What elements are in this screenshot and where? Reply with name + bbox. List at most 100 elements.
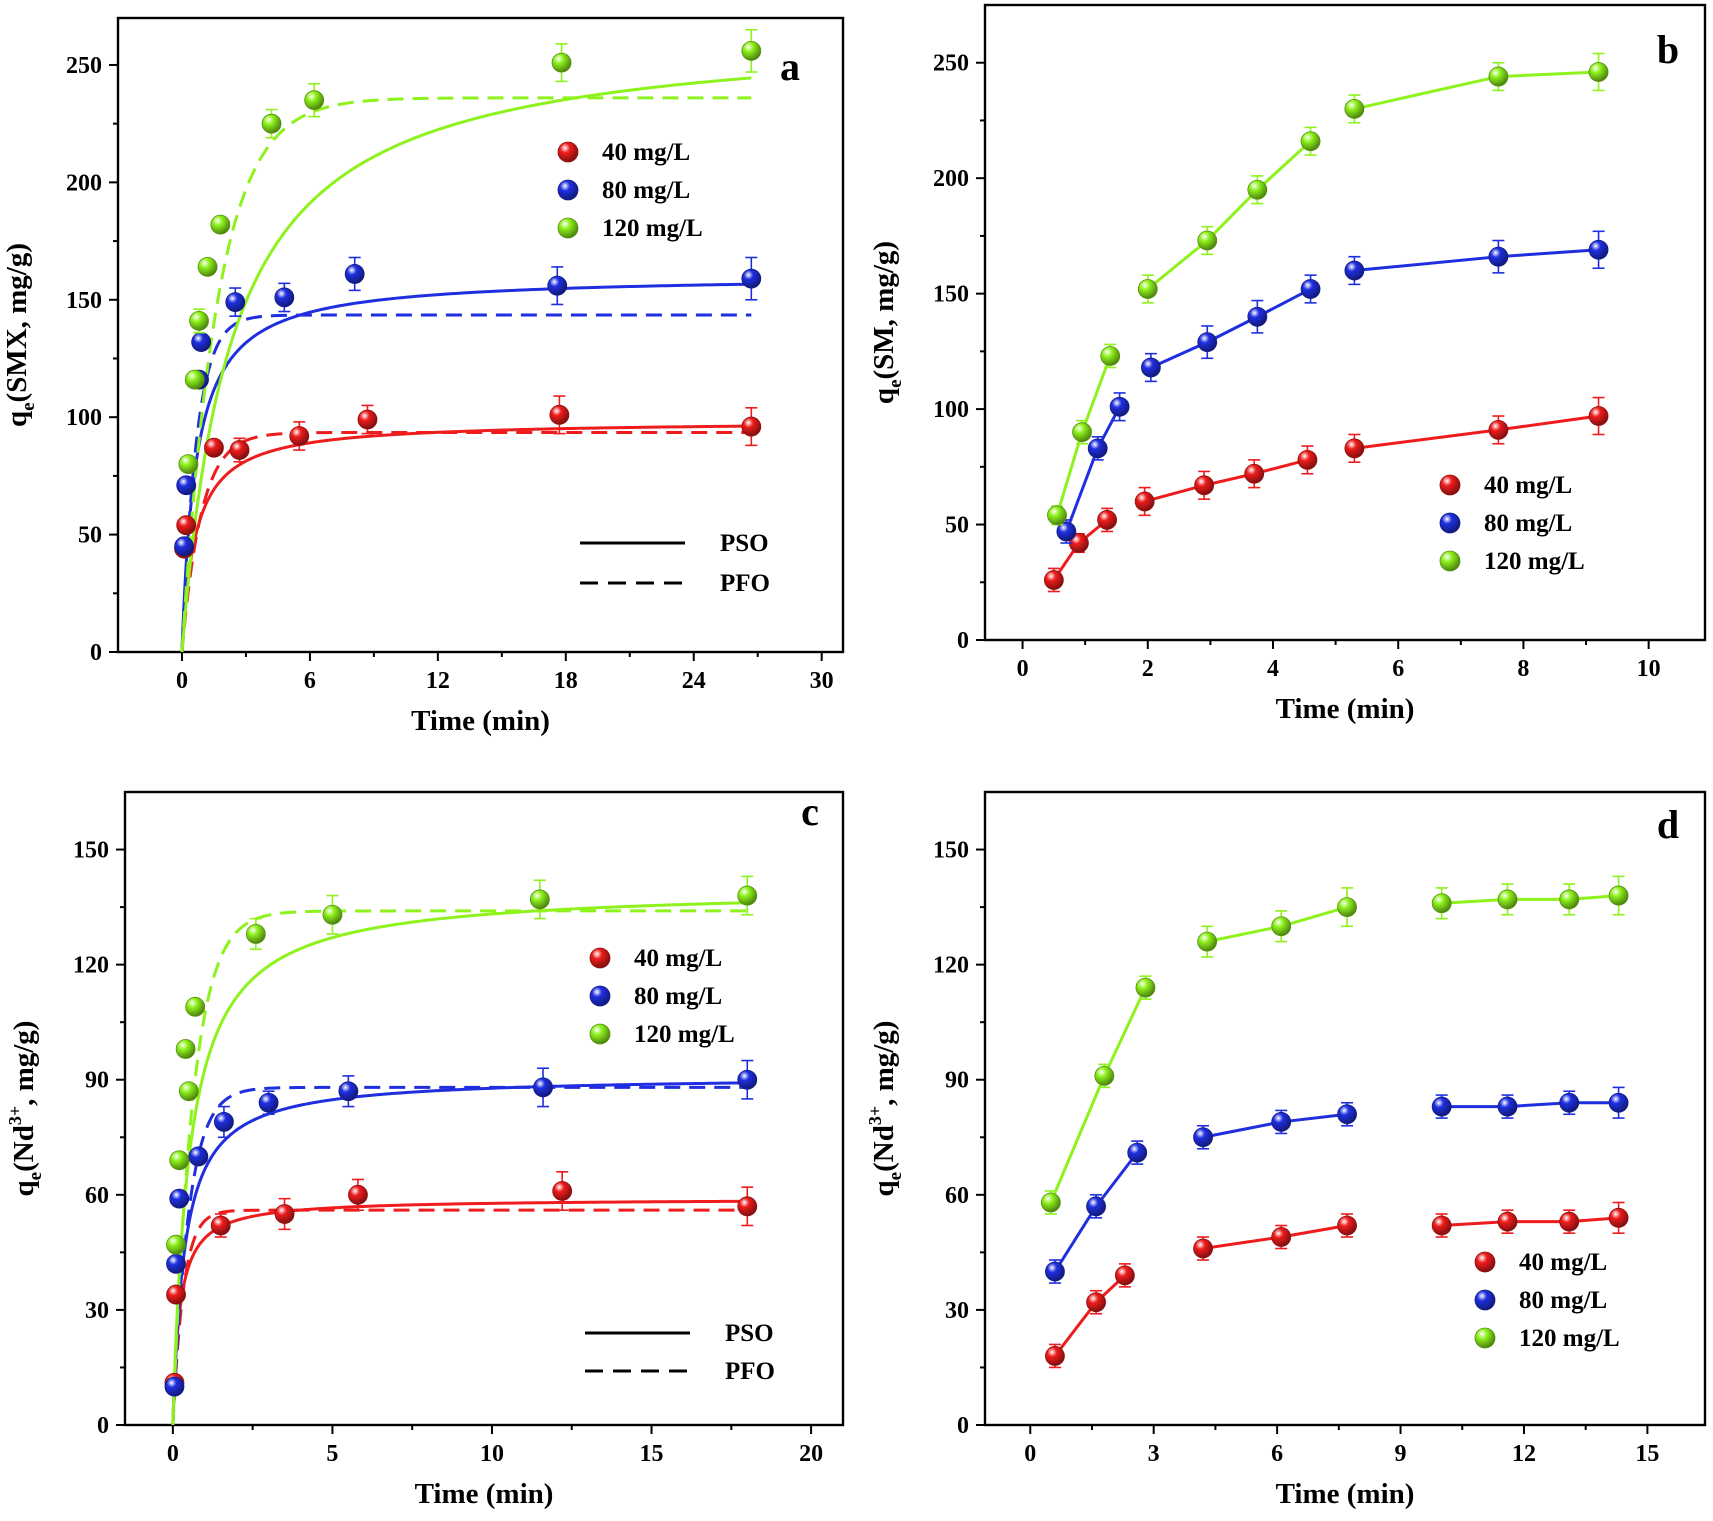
fit-curve-pso (180, 282, 752, 653)
legend-marker (1474, 1327, 1496, 1349)
data-point (169, 1188, 190, 1209)
x-tick-label: 0 (176, 668, 188, 694)
y-tick-label: 0 (90, 640, 102, 666)
data-point (1137, 279, 1158, 299)
y-tick-label: 30 (945, 1298, 969, 1324)
y-axis-title-q: q (1, 411, 33, 427)
data-point (1488, 419, 1509, 440)
data-point (1271, 1112, 1292, 1132)
line-legend-label: PFO (725, 1358, 775, 1385)
y-tick-label: 250 (66, 53, 102, 79)
y-tick-label: 0 (957, 1413, 969, 1439)
y-tick-label: 30 (85, 1298, 109, 1324)
x-tick-label: 12 (426, 668, 450, 694)
data-point (1109, 396, 1130, 417)
data-point (1086, 1196, 1106, 1217)
data-point (1100, 346, 1121, 366)
data-point (1141, 357, 1161, 378)
x-tick-label: 2 (1142, 656, 1154, 682)
y-axis-title: qe(SMX, mg/g) (1, 243, 39, 427)
data-point (176, 515, 197, 536)
y-tick-label: 90 (85, 1068, 109, 1094)
data-point (1608, 1207, 1629, 1228)
y-tick-label: 120 (73, 953, 109, 979)
data-point (258, 1092, 279, 1113)
fit-curve-pfo (171, 1085, 748, 1425)
y-axis-title-rest-a: (Nd (868, 1125, 900, 1172)
data-point (533, 1077, 553, 1098)
legend-marker (1439, 512, 1461, 534)
data-point (1300, 131, 1321, 152)
panel-c: 0 5 10 15 20 0 30 60 90 120 150 Time (min) qe(Nd3+, … (5, 789, 845, 1510)
x-tick-label: 15 (1635, 1441, 1659, 1467)
data-point (1086, 1292, 1106, 1313)
legend-label: 80 mg/L (1484, 510, 1572, 537)
data-point (741, 416, 762, 437)
legend-marker (589, 947, 611, 969)
y-tick-label: 200 (66, 170, 102, 196)
x-tick-label: 8 (1517, 656, 1529, 682)
data-point (1040, 1192, 1061, 1213)
data-point (741, 268, 762, 289)
plot-frame (123, 790, 845, 1427)
legend-marker (557, 217, 579, 239)
data-point (225, 292, 246, 313)
y-tick-label: 150 (933, 838, 969, 864)
fit-curve-pfo (180, 313, 752, 653)
y-axis-title-q: q (8, 1180, 40, 1196)
legend-marker (557, 141, 579, 163)
x-tick-label: 6 (304, 668, 316, 694)
data-point (1488, 66, 1509, 87)
data-point (1431, 1215, 1452, 1236)
data-point (1193, 1238, 1213, 1259)
data-point (322, 904, 343, 925)
x-axis-title: Time (min) (1276, 1478, 1415, 1510)
data-point (1043, 570, 1064, 590)
data-point (1497, 889, 1518, 910)
y-axis-title-sub: e (885, 1172, 906, 1180)
data-point (1271, 916, 1292, 937)
segment-line (1441, 1101, 1619, 1109)
y-axis-title-sup: 3+ (5, 1106, 25, 1125)
data-point (1114, 1265, 1135, 1286)
x-tick-label: 15 (640, 1441, 664, 1467)
data-point (1344, 438, 1365, 459)
x-tick-label: 12 (1512, 1441, 1536, 1467)
data-point (169, 1150, 190, 1171)
y-axis-title: qe(Nd3+, mg/g) (865, 1021, 906, 1197)
segment-line (1144, 458, 1308, 503)
panel-letter: a (780, 44, 800, 89)
data-point (1135, 977, 1156, 998)
legend-label: 40 mg/L (602, 139, 690, 166)
data-point (1247, 179, 1268, 200)
data-point (166, 1284, 186, 1305)
y-axis-title-rest-a: (Nd (8, 1125, 40, 1172)
y-tick-label: 250 (933, 51, 969, 77)
data-point (1045, 1261, 1065, 1282)
data-point (214, 1112, 234, 1132)
data-point (1247, 306, 1268, 327)
plot-frame (983, 790, 1707, 1427)
line-legend-label: PSO (725, 1320, 774, 1347)
fit-curve-pso (180, 424, 752, 653)
x-tick-label: 6 (1392, 656, 1404, 682)
data-point (1344, 260, 1365, 281)
y-axis-title-rest-b: , mg/g) (8, 1021, 40, 1106)
data-point (1127, 1142, 1148, 1163)
legend-label: 40 mg/L (1519, 1249, 1607, 1276)
data-point (166, 1234, 186, 1255)
data-point (1194, 475, 1215, 496)
data-point (1271, 1227, 1292, 1247)
data-point (348, 1184, 368, 1205)
data-point (737, 1069, 758, 1090)
data-point (1431, 893, 1452, 914)
y-axis-title-rest: (SMX, mg/g) (1, 243, 33, 402)
y-tick-label: 150 (73, 838, 109, 864)
y-tick-label: 60 (85, 1183, 109, 1209)
legend-label: 120 mg/L (634, 1021, 735, 1048)
data-point (1559, 1092, 1580, 1113)
x-tick-label: 24 (682, 668, 706, 694)
data-point (197, 257, 218, 277)
y-axis-title-rest-b: , mg/g) (868, 1021, 900, 1106)
data-point (737, 885, 758, 906)
